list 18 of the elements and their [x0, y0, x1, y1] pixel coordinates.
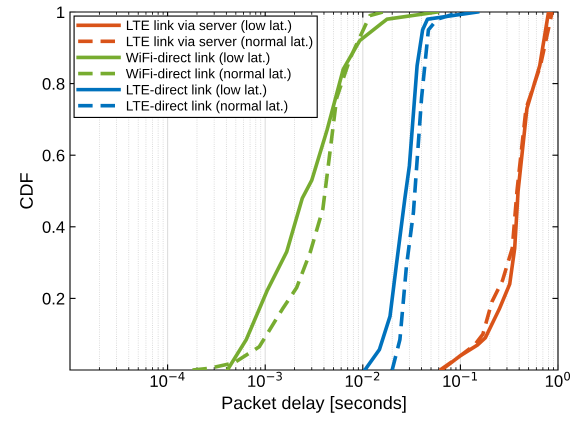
y-tick-label: 0.2 [42, 292, 64, 305]
legend-label: LTE-direct link (low lat.) [126, 84, 266, 98]
y-tick-label: 0.6 [42, 150, 64, 162]
y-tick-label: 0.8 [42, 78, 64, 90]
y-axis-title: CDF [20, 173, 33, 209]
x-axis-title: Packet delay [seconds] [222, 396, 406, 413]
legend-label: WiFi-direct link (low lat.) [126, 52, 270, 66]
x-tick-label: 10$^{−4}$ [150, 372, 185, 387]
x-tick-label: 10$^{−1}$ [443, 372, 477, 387]
x-tick-label: 10$^{−2}$ [346, 372, 380, 387]
x-tick-label: 10$^{−3}$ [248, 372, 282, 387]
legend-label: LTE-direct link (normal lat.) [126, 100, 288, 114]
legend-label: WiFi-direct link (normal lat.) [126, 68, 291, 82]
y-tick-label: 1 [57, 6, 64, 18]
legend-label: LTE link via server (normal lat.) [126, 36, 312, 49]
legend-label: LTE link via server (low lat.) [126, 20, 292, 33]
y-tick-label: 0.4 [42, 221, 65, 234]
x-tick-label: 10$^{0}$ [546, 372, 570, 387]
